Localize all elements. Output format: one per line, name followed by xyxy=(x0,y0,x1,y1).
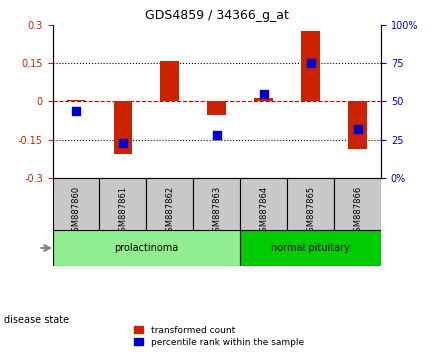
Bar xyxy=(348,101,367,149)
Text: normal pituitary: normal pituitary xyxy=(271,243,350,253)
Text: GSM887860: GSM887860 xyxy=(71,186,81,237)
Bar xyxy=(208,101,226,115)
Text: GSM887865: GSM887865 xyxy=(306,186,315,237)
Legend: transformed count, percentile rank within the sample: transformed count, percentile rank withi… xyxy=(131,323,307,349)
FancyBboxPatch shape xyxy=(240,178,287,230)
FancyBboxPatch shape xyxy=(53,178,99,230)
Text: GSM887862: GSM887862 xyxy=(166,186,174,237)
FancyBboxPatch shape xyxy=(193,178,240,230)
Text: disease state: disease state xyxy=(4,315,70,325)
Bar xyxy=(160,61,179,101)
FancyBboxPatch shape xyxy=(53,230,240,266)
Text: GSM887861: GSM887861 xyxy=(118,186,127,237)
Point xyxy=(120,140,127,145)
FancyBboxPatch shape xyxy=(146,178,193,230)
Text: GSM887864: GSM887864 xyxy=(259,186,268,237)
Point xyxy=(354,126,361,132)
FancyBboxPatch shape xyxy=(334,178,381,230)
Text: GSM887866: GSM887866 xyxy=(353,186,362,237)
FancyBboxPatch shape xyxy=(99,178,146,230)
Bar xyxy=(254,98,273,101)
Bar xyxy=(113,101,132,154)
Point xyxy=(260,91,267,97)
Point xyxy=(73,108,80,113)
Title: GDS4859 / 34366_g_at: GDS4859 / 34366_g_at xyxy=(145,9,289,22)
Point xyxy=(213,132,220,138)
Point xyxy=(166,196,173,202)
Text: prolactinoma: prolactinoma xyxy=(114,243,179,253)
Point xyxy=(307,60,314,66)
Bar xyxy=(301,31,320,101)
Text: GSM887863: GSM887863 xyxy=(212,186,221,237)
Bar xyxy=(67,100,85,101)
FancyBboxPatch shape xyxy=(240,230,381,266)
FancyBboxPatch shape xyxy=(287,178,334,230)
